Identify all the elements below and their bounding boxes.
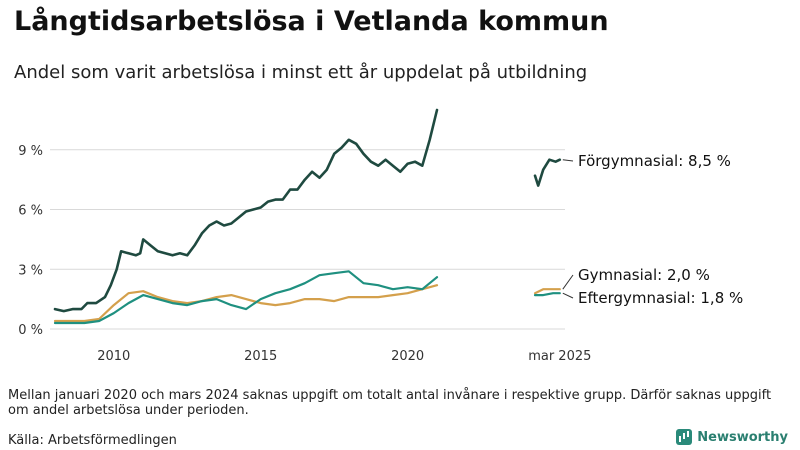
- label-leader-line: [562, 274, 574, 290]
- source-text: Källa: Arbetsförmedlingen: [8, 433, 177, 448]
- label-leader-line: [562, 292, 574, 299]
- grid-lines: [50, 149, 565, 330]
- bar-chart-icon: [676, 429, 693, 445]
- series-end-label: Förgymnasial: 8,5 %: [578, 152, 731, 170]
- y-tick-label: 0 %: [18, 323, 43, 338]
- label-leader-line: [562, 159, 574, 162]
- y-tick-label: 6 %: [18, 204, 43, 219]
- series-line-eftergymnasial: [533, 292, 561, 297]
- chart-subtitle: Andel som varit arbetslösa i minst ett å…: [14, 62, 588, 83]
- y-axis-ticks: 0 % 3 % 6 % 9 %: [18, 144, 43, 338]
- brand-logo: Newsworthy: [676, 429, 788, 445]
- end-labels: Förgymnasial: 8,5 % Gymnasial: 2,0 % Efter…: [562, 152, 743, 307]
- x-axis-ticks: 2010 2015 2020 mar 2025: [97, 349, 591, 364]
- line-chart: 0 % 3 % 6 % 9 % 2010 2015 2020 mar 2025 Förgym…: [18, 108, 743, 364]
- brand-name: Newsworthy: [697, 429, 788, 445]
- x-tick-label: 2015: [244, 349, 277, 364]
- x-tick-label: 2010: [97, 349, 130, 364]
- y-tick-label: 3 %: [18, 263, 43, 278]
- series-end-label: Eftergymnasial: 1,8 %: [578, 289, 743, 307]
- y-tick-label: 9 %: [18, 144, 43, 159]
- x-tick-label: 2020: [391, 349, 424, 364]
- x-tick-label: mar 2025: [528, 349, 591, 364]
- chart-title: Långtidsarbetslösa i Vetlanda kommun: [14, 6, 609, 37]
- series-line-eftergymnasial: [53, 270, 439, 325]
- footnote: Mellan januari 2020 och mars 2024 saknas…: [8, 388, 772, 418]
- series-lines: [53, 108, 562, 325]
- series-line-förgymnasial: [533, 158, 562, 187]
- series-line-gymnasial: [53, 284, 439, 323]
- series-line-gymnasial: [533, 288, 561, 295]
- series-line-förgymnasial: [53, 108, 439, 313]
- series-end-label: Gymnasial: 2,0 %: [578, 266, 710, 284]
